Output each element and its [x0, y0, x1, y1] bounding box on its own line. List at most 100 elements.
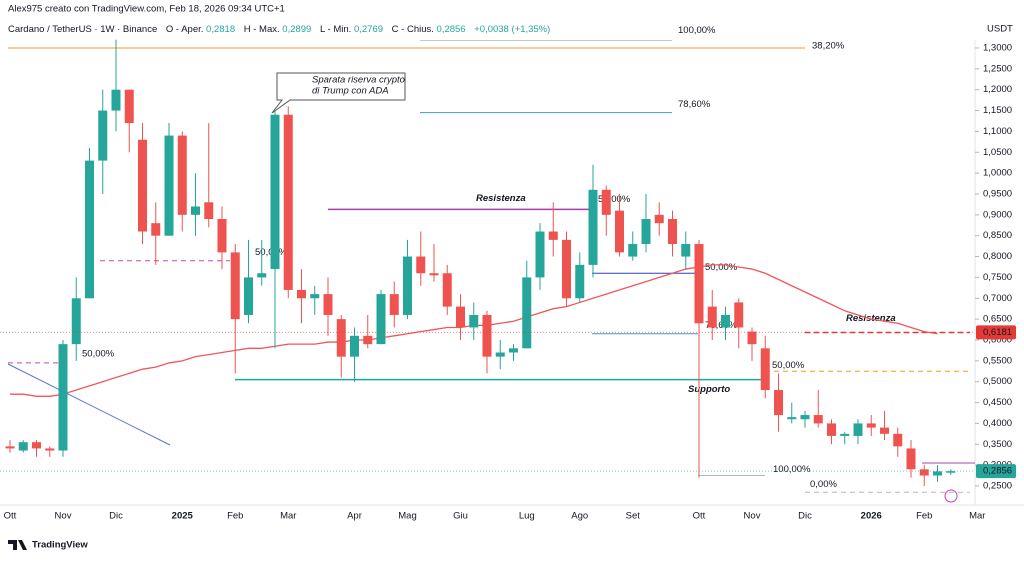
- candle-body: [151, 223, 161, 236]
- level-label: 0,00%: [810, 479, 837, 490]
- candle-body: [827, 423, 836, 436]
- candle-body: [257, 273, 267, 278]
- y-tick-label: 1,0500: [983, 147, 1012, 158]
- candle-body: [111, 89, 121, 111]
- level-label: 50,00%: [772, 360, 805, 371]
- candle-body: [336, 319, 346, 357]
- candle-body: [469, 314, 479, 328]
- candle-body: [416, 256, 426, 274]
- candle-body: [734, 302, 744, 328]
- callout-text: di Trump con ADA: [312, 86, 389, 97]
- level-label: 50,00%: [598, 194, 631, 205]
- candle-body: [535, 231, 545, 278]
- candle-body: [230, 252, 240, 320]
- candle-body: [880, 427, 889, 434]
- candle-body: [495, 352, 505, 357]
- alert-icon[interactable]: [944, 489, 958, 503]
- level-label: 50,00%: [82, 348, 115, 359]
- candle-body: [18, 442, 28, 451]
- y-tick-label: 0,7000: [983, 293, 1012, 304]
- annotation: Resistenza: [476, 193, 526, 204]
- candle-body: [840, 433, 850, 436]
- candle-body: [721, 314, 730, 328]
- candle-body: [906, 448, 916, 470]
- x-tick-label: Ago: [571, 511, 588, 522]
- candle-body: [787, 417, 797, 420]
- y-tick-label: 1,0000: [983, 168, 1012, 179]
- x-tick-label: Ott: [4, 511, 17, 522]
- candle-body: [548, 231, 558, 240]
- x-tick-label: Lug: [519, 511, 535, 522]
- candle-body: [270, 114, 280, 270]
- candle-body: [429, 273, 439, 276]
- level-label: 100,00%: [678, 25, 716, 36]
- high-label: H - Max.: [244, 24, 280, 35]
- candle-body: [310, 294, 320, 299]
- x-tick-label: Nov: [744, 511, 761, 522]
- low-value: 0,2769: [354, 24, 383, 35]
- y-tick-label: 0,3500: [983, 439, 1012, 450]
- x-tick-label: 2025: [172, 511, 194, 522]
- candle-body: [403, 256, 412, 315]
- x-tick-label: Feb: [227, 511, 243, 522]
- y-tick-label: 0,8500: [983, 230, 1012, 241]
- candle-body: [323, 294, 333, 315]
- change: +0,0038 (+1,35%): [474, 24, 550, 35]
- y-tick-label: 0,4000: [983, 418, 1012, 429]
- candle-body: [654, 214, 664, 224]
- candle-body: [707, 306, 717, 328]
- candle-body: [389, 294, 399, 315]
- x-tick-label: Mar: [969, 511, 985, 522]
- open-value: 0,2818: [206, 24, 235, 35]
- candle-body: [615, 210, 624, 253]
- trend-line: [7, 363, 171, 446]
- open-label: O - Aper.: [166, 24, 204, 35]
- candle-body: [522, 277, 532, 349]
- symbol: Cardano / TetherUS · 1W · Binance: [8, 24, 157, 35]
- x-tick-label: Dic: [798, 511, 812, 522]
- candle-body: [98, 110, 108, 161]
- candle-body: [588, 189, 598, 265]
- annotation: Supporto: [688, 384, 730, 395]
- y-tick-label: 0,6000: [983, 334, 1012, 345]
- level-label: 38,20%: [812, 40, 845, 51]
- y-tick-label: 0,9000: [983, 209, 1012, 220]
- x-tick-label: Giu: [453, 511, 468, 522]
- callout-box: [271, 72, 406, 114]
- y-tick-label: 0,6500: [983, 314, 1012, 325]
- candle-body: [177, 135, 187, 215]
- candle-body: [45, 448, 55, 451]
- candle-body: [456, 306, 465, 328]
- y-tick-label: 0,2500: [983, 480, 1012, 491]
- candle-body: [71, 298, 81, 345]
- x-tick-label: 2026: [861, 511, 882, 522]
- candle-body: [482, 314, 492, 357]
- candle-body: [933, 471, 942, 476]
- x-tick-label: Set: [626, 511, 641, 522]
- drawings: 38,20% 100,00% 78,60% Resistenza 50,00% 50,00…: [8, 25, 975, 493]
- x-tick-label: Apr: [347, 511, 362, 522]
- y-tick-label: 0,7500: [983, 272, 1012, 283]
- candle-body: [244, 277, 253, 315]
- candle-body: [760, 348, 770, 391]
- y-tick-label: 1,1000: [983, 126, 1012, 137]
- x-tick-label: Mag: [398, 511, 416, 522]
- candle-body: [5, 446, 15, 449]
- candle-body: [575, 264, 585, 299]
- y-tick-label: 1,3000: [983, 42, 1012, 53]
- candle-body: [853, 423, 863, 436]
- candle-body: [919, 469, 929, 476]
- candle-body: [866, 423, 876, 428]
- axis-unit: USDT: [987, 24, 1013, 35]
- y-tick-label: 1,2500: [983, 63, 1012, 74]
- candle-body: [813, 415, 823, 424]
- y-tick-label: 0,5000: [983, 376, 1012, 387]
- level-label: 78,60%: [678, 99, 711, 110]
- logo-mark: [8, 540, 27, 550]
- price-label: 0,2856: [983, 466, 1012, 477]
- x-tick-label: Nov: [55, 511, 72, 522]
- candle-body: [297, 289, 306, 299]
- price-label-box: [976, 464, 1016, 479]
- y-tick-label: 0,5500: [983, 355, 1012, 366]
- candle-body: [164, 135, 174, 236]
